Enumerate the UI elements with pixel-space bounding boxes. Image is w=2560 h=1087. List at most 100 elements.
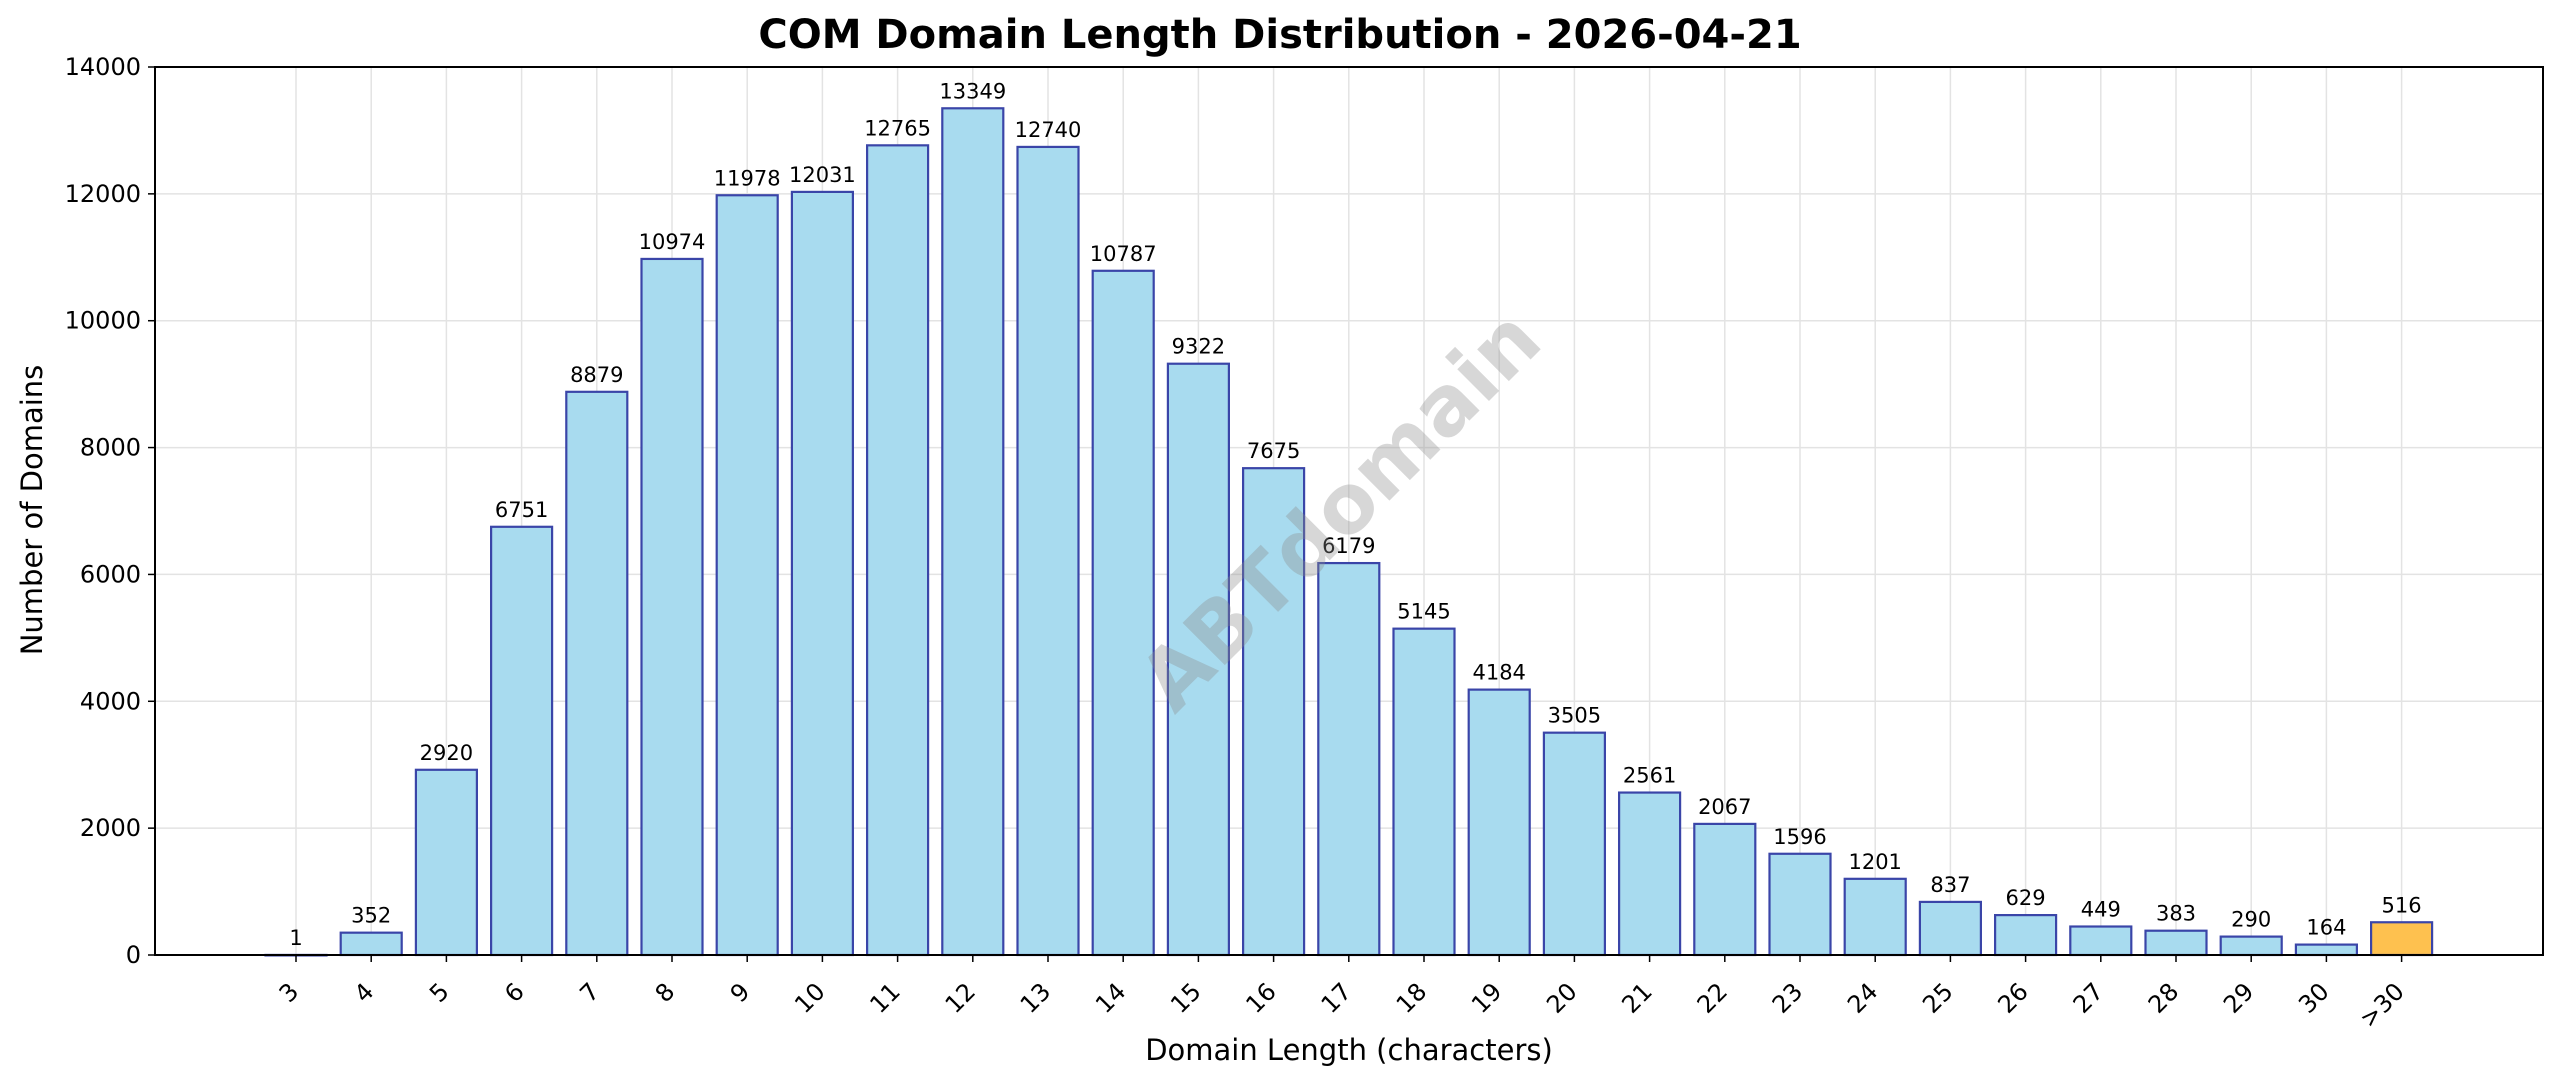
bar-value-label: 12740 [1015,118,1082,142]
bar-value-label: 629 [2006,886,2046,910]
bar-17 [1317,561,1381,957]
x-tick-label: 30 [2293,977,2334,1018]
x-tick-label: 20 [1541,977,1582,1018]
bar-value-label: 2920 [420,741,473,765]
x-tick-label: 13 [1015,977,1056,1018]
x-tick-label: 23 [1767,977,1808,1018]
x-tick-label: 19 [1466,977,1507,1018]
bar-13 [1016,145,1080,957]
bar-value-label: 837 [1930,873,1970,897]
y-tick-label: 4000 [80,687,141,715]
x-tick-label: 7 [574,977,605,1008]
x-axis-label: Domain Length (characters) [1145,1033,1553,1067]
bar-6 [490,525,554,957]
y-tick-label: 0 [126,941,141,969]
x-tick-label: 24 [1842,977,1883,1018]
bar-value-label: 5145 [1397,600,1450,624]
x-tick-label: 26 [1992,977,2033,1018]
bar-value-label: 10974 [639,230,706,254]
x-tick-label: 15 [1165,977,1206,1018]
bar-value-label: 12765 [864,116,931,140]
bar-16 [1241,467,1306,957]
x-tick-label: 6 [499,977,530,1008]
bar-18 [1392,627,1456,957]
bar-28 [2144,929,2208,957]
bar-27 [2069,925,2133,957]
y-axis-ticks: 0 2000 4000 6000 8000 10000 12000 14000 [65,53,155,969]
x-tick-label: 11 [864,977,905,1018]
y-tick-label: 14000 [65,53,141,81]
chart-title: COM Domain Length Distribution - 2026-04… [758,12,1802,58]
bar-10 [790,190,855,957]
bar-value-label: 2067 [1698,795,1751,819]
bar-20 [1542,731,1607,957]
bar-7 [565,390,629,957]
x-tick-label: 5 [424,977,455,1008]
x-tick-label: 17 [1316,977,1357,1018]
y-tick-label: 2000 [80,814,141,842]
bar-value-label: 516 [2382,893,2422,917]
bar-value-label: 10787 [1090,242,1157,266]
x-tick-label: 9 [725,977,756,1008]
bar-value-label: 6179 [1322,534,1375,558]
x-tick-label: 28 [2143,977,2184,1018]
bar-value-label: 13349 [939,79,1006,103]
x-tick-label: 21 [1616,977,1657,1018]
bar-25 [1918,900,1983,957]
bar-30 [2294,943,2358,957]
x-tick-label: 16 [1240,977,1281,1018]
bar-4 [339,931,403,957]
bar-value-label: 449 [2081,898,2121,922]
bar-value-labels: 1 352 2920 6751 8879 10974 11978 12031 12765 1334… [289,79,2421,950]
bar-value-label: 164 [2306,916,2346,940]
bar-value-label: 1201 [1848,850,1901,874]
bar-value-label: 352 [351,904,391,928]
bar-15 [1166,362,1231,957]
bar->30 [2370,921,2434,957]
bar-value-label: 8879 [570,363,623,387]
bar-value-label: 9322 [1172,335,1225,359]
bar-23 [1768,852,1832,957]
y-tick-label: 12000 [65,180,141,208]
x-tick-label: 14 [1090,977,1131,1018]
x-tick-label: >30 [2354,977,2410,1033]
bar-19 [1467,688,1531,957]
bar-value-label: 383 [2156,902,2196,926]
bar-26 [1993,914,2058,957]
bar-value-label: 12031 [789,163,856,187]
bar-14 [1091,269,1155,957]
x-tick-label: 27 [2068,977,2109,1018]
bar-value-label: 6751 [495,498,548,522]
bar-29 [2219,935,2283,957]
bar-8 [640,257,704,957]
x-axis-ticks: 3 4 5 6 7 8 9 10 11 12 13 14 15 16 17 18 19 20 21 22 23 24 25 2… [274,955,2410,1033]
bar-value-label: 290 [2231,908,2271,932]
bar-21 [1617,791,1682,957]
x-tick-label: 3 [274,977,305,1008]
bars [264,107,2434,957]
bar-value-label: 1 [289,926,302,950]
x-tick-label: 12 [940,977,981,1018]
bar-11 [865,144,930,957]
bar-value-label: 7675 [1247,439,1300,463]
x-tick-label: 25 [1917,977,1958,1018]
bar-value-label: 3505 [1548,704,1601,728]
x-tick-label: 22 [1692,977,1733,1018]
bar-value-label: 11978 [714,166,781,190]
bar-9 [715,194,779,957]
bar-5 [414,768,478,957]
x-tick-label: 18 [1391,977,1432,1018]
bar-22 [1693,822,1757,957]
x-tick-label: 8 [650,977,681,1008]
bar-value-label: 2561 [1623,764,1676,788]
bar-24 [1843,877,1907,957]
y-tick-label: 10000 [65,307,141,335]
bar-value-label: 1596 [1773,825,1826,849]
y-tick-label: 8000 [80,434,141,462]
x-tick-label: 10 [789,977,830,1018]
x-tick-label: 29 [2218,977,2259,1018]
bar-12 [941,107,1005,957]
bar-value-label: 4184 [1472,661,1525,685]
x-tick-label: 4 [349,977,380,1008]
